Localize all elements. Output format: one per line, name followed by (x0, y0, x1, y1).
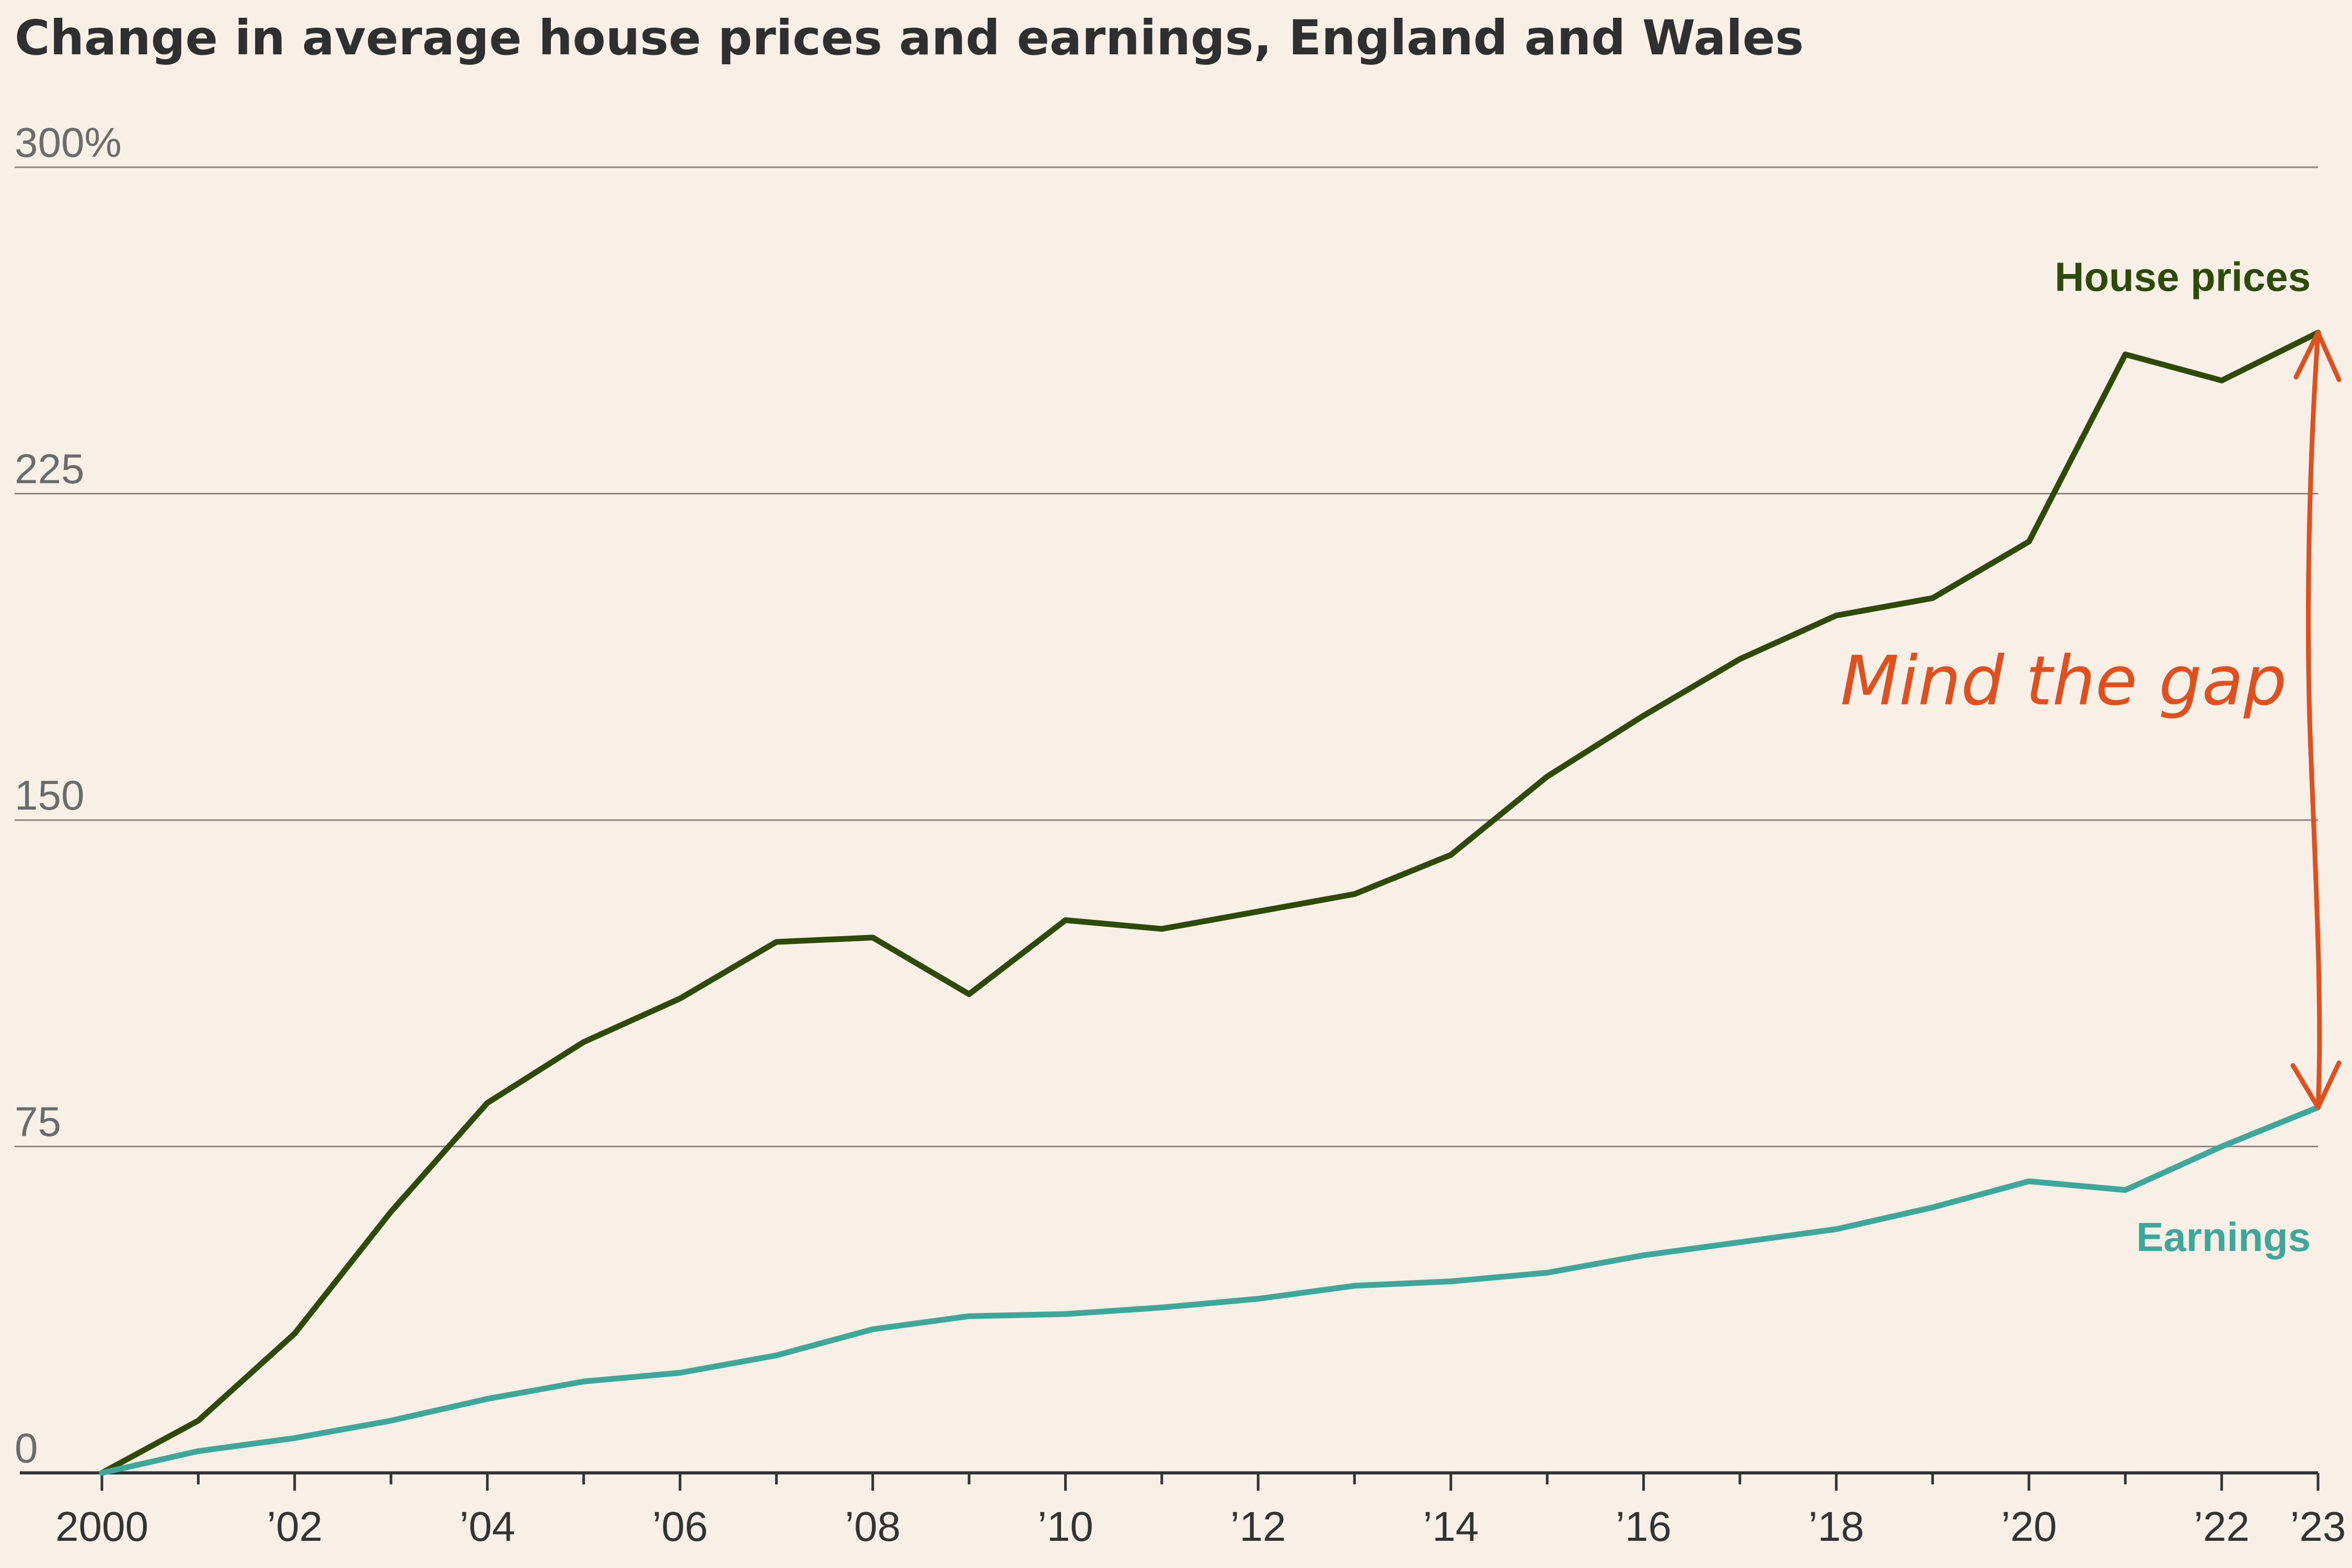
x-tick-label: ’08 (845, 1503, 901, 1550)
x-tick-label: ’23 (2290, 1503, 2346, 1550)
x-tick-label: ’20 (2001, 1503, 2057, 1550)
series-labels: House prices Earnings (2055, 253, 2311, 1260)
y-tick-label: 150 (15, 772, 84, 818)
series-label-house-prices: House prices (2055, 253, 2311, 299)
y-tick-label: 300% (15, 119, 122, 166)
annotation-text: Mind the gap (1840, 641, 2287, 720)
gap-arrow-head-bottom (2290, 1060, 2342, 1110)
x-tick-label: ’22 (2194, 1503, 2250, 1550)
x-tick-label: ’02 (267, 1503, 322, 1550)
series-lines (99, 329, 2321, 1476)
x-tick-label: ’14 (1423, 1503, 1479, 1550)
x-tick-label: ’04 (459, 1503, 515, 1550)
y-tick-label: 0 (15, 1425, 38, 1471)
y-axis-ticks: 0 75 150 225 300% (15, 119, 122, 1471)
chart-title: Change in average house prices and earni… (15, 10, 1804, 66)
gap-arrow-shaft (2305, 330, 2322, 1110)
series-line-earnings (99, 1104, 2321, 1476)
x-axis: 2000 ’02 ’04 ’06 ’08 ’10 ’12 ’14 ’16 ’18 ’20 ’22 ’23 (20, 1471, 2346, 1550)
x-tick-label: 2000 (55, 1503, 148, 1550)
series-label-earnings: Earnings (2136, 1214, 2311, 1260)
annotation-mind-the-gap: Mind the gap (1840, 330, 2342, 1110)
x-tick-label: ’12 (1230, 1503, 1286, 1550)
x-tick-label: ’06 (652, 1503, 708, 1550)
gridlines (15, 166, 2318, 1147)
y-tick-label: 225 (15, 446, 84, 492)
x-tick-label: ’18 (1808, 1503, 1864, 1550)
gap-arrow-head-top (2293, 330, 2342, 382)
y-tick-label: 75 (15, 1099, 61, 1145)
x-tick-label: ’16 (1616, 1503, 1671, 1550)
series-line-house-prices (99, 329, 2321, 1476)
x-tick-label: ’10 (1037, 1503, 1093, 1550)
